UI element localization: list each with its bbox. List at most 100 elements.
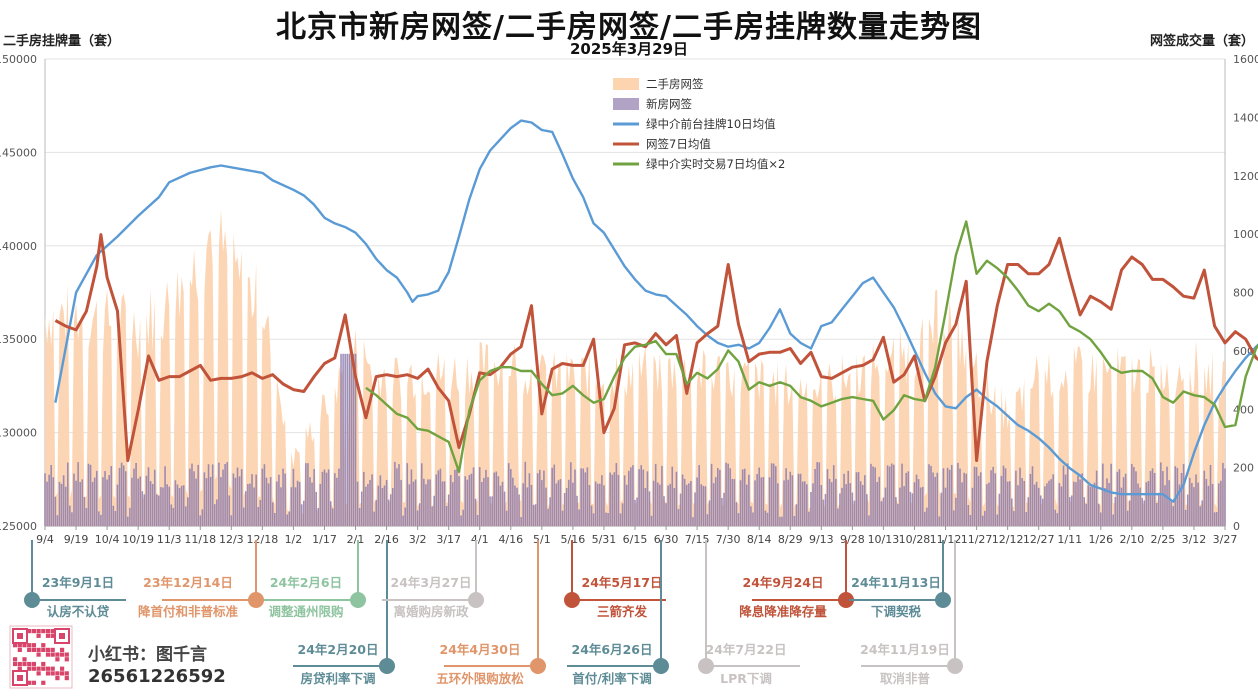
new-home-bar	[1133, 466, 1135, 526]
qr-cell	[60, 647, 65, 652]
new-home-bar	[663, 496, 665, 526]
new-home-bar	[853, 500, 856, 526]
new-home-bar	[973, 466, 976, 526]
chart-title: 北京市新房网签/二手房网签/二手房挂牌数量走势图	[276, 10, 982, 45]
x-tick-label: 3/12	[1182, 533, 1207, 546]
qr-cell	[45, 629, 51, 634]
new-home-bar	[294, 487, 297, 526]
new-home-bar	[468, 475, 471, 526]
new-home-bar	[878, 476, 881, 526]
new-home-bar	[582, 468, 585, 526]
new-home-bar	[549, 497, 551, 526]
new-home-bar	[822, 499, 825, 526]
qr-cell	[36, 647, 41, 652]
new-home-bar	[1122, 477, 1125, 526]
new-home-bar	[882, 497, 885, 526]
new-home-bar	[431, 506, 433, 526]
new-home-bar	[816, 462, 818, 526]
new-home-bar	[402, 515, 404, 526]
new-home-bar	[1093, 482, 1096, 526]
new-home-bar	[1224, 468, 1226, 526]
new-home-bar	[429, 479, 431, 526]
new-home-bar	[528, 473, 531, 526]
new-home-bar	[478, 467, 481, 526]
new-home-bar	[319, 483, 322, 526]
new-home-bar	[1116, 471, 1119, 526]
new-home-bar	[1191, 482, 1193, 526]
new-home-bar	[1120, 487, 1123, 526]
new-home-bar	[1056, 513, 1059, 526]
new-home-bar	[211, 464, 214, 526]
new-home-bar	[452, 482, 454, 526]
annotation-dot	[935, 592, 951, 608]
new-home-bar	[710, 463, 713, 526]
new-home-bar	[942, 468, 945, 526]
new-home-bar	[859, 481, 862, 526]
new-home-bar	[423, 478, 425, 526]
qr-cell	[41, 629, 46, 634]
new-home-bar	[1145, 482, 1148, 526]
new-home-bar	[708, 500, 711, 526]
new-home-bar	[317, 507, 320, 526]
qr-cell	[31, 680, 36, 685]
annotation-dot	[468, 592, 484, 608]
new-home-bar	[667, 485, 669, 526]
new-home-bar	[1083, 497, 1086, 526]
new-home-bar	[990, 470, 992, 526]
qr-cell	[17, 643, 22, 648]
y-right-tick-label: 0	[1233, 520, 1240, 533]
new-home-bar	[843, 473, 845, 526]
qr-cell	[41, 680, 46, 685]
new-home-bar	[745, 484, 748, 526]
new-home-bar	[249, 483, 251, 526]
new-home-bar	[940, 492, 943, 526]
qr-cell	[50, 671, 55, 676]
x-tick-label: 7/15	[685, 533, 710, 546]
new-home-bar	[632, 465, 634, 526]
new-home-bar	[1010, 498, 1013, 526]
new-home-bar	[228, 495, 231, 526]
new-home-bar	[284, 473, 286, 526]
new-home-bar	[1153, 473, 1156, 526]
x-tick-label: 6/15	[623, 533, 648, 546]
new-home-bar	[1112, 514, 1115, 526]
new-home-bar	[1217, 483, 1220, 526]
new-home-bar	[638, 469, 640, 526]
new-home-bar	[118, 467, 121, 526]
new-home-bar	[1025, 512, 1028, 526]
qr-cell	[50, 633, 55, 638]
new-home-bar	[578, 509, 580, 526]
annotation-dot	[530, 658, 546, 674]
new-home-bar	[93, 477, 96, 526]
qr-cell	[55, 676, 60, 681]
x-tick-label: 9/13	[809, 533, 834, 546]
new-home-bar	[899, 487, 901, 526]
new-home-bar	[541, 480, 543, 526]
legend-label: 网签7日均值	[646, 137, 711, 151]
qr-cell	[31, 647, 36, 652]
new-home-bar	[671, 466, 674, 526]
new-home-bar	[435, 474, 438, 526]
new-home-bar	[44, 473, 46, 526]
new-home-bar	[961, 482, 963, 526]
new-home-bar	[120, 462, 123, 526]
new-home-bar	[282, 468, 284, 526]
new-home-bar	[360, 491, 363, 526]
annotation-dot	[24, 592, 40, 608]
qr-cell	[64, 657, 69, 662]
x-tick-label: 2/10	[1119, 533, 1144, 546]
new-home-bar	[358, 508, 361, 526]
new-home-bar	[969, 515, 972, 526]
new-home-bar	[398, 464, 400, 526]
new-home-bar	[218, 462, 220, 526]
qr-cell	[36, 666, 41, 671]
new-home-bar	[292, 468, 295, 526]
new-home-bar	[570, 462, 572, 526]
new-home-bar	[601, 475, 603, 526]
x-tick-label: 9/28	[840, 533, 865, 546]
new-home-bar	[543, 470, 545, 526]
new-home-bar	[280, 487, 282, 526]
new-home-bar	[122, 465, 125, 526]
